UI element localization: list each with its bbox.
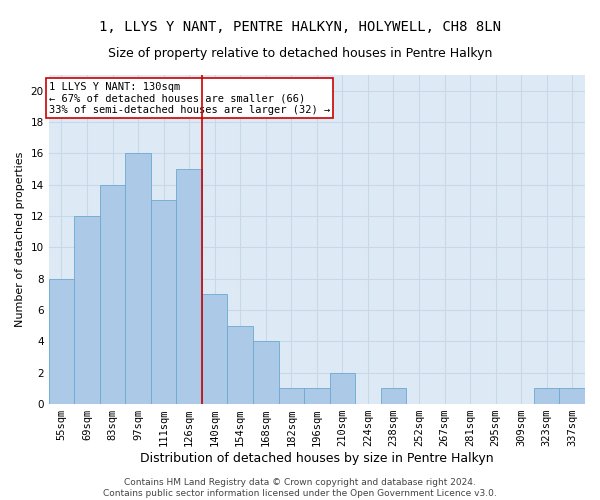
Bar: [151, 200, 176, 404]
Bar: [559, 388, 585, 404]
Bar: [176, 169, 202, 404]
Bar: [49, 278, 74, 404]
X-axis label: Distribution of detached houses by size in Pentre Halkyn: Distribution of detached houses by size …: [140, 452, 494, 465]
Bar: [278, 388, 304, 404]
Bar: [74, 216, 100, 404]
Y-axis label: Number of detached properties: Number of detached properties: [15, 152, 25, 327]
Text: Size of property relative to detached houses in Pentre Halkyn: Size of property relative to detached ho…: [108, 48, 492, 60]
Text: 1, LLYS Y NANT, PENTRE HALKYN, HOLYWELL, CH8 8LN: 1, LLYS Y NANT, PENTRE HALKYN, HOLYWELL,…: [99, 20, 501, 34]
Bar: [329, 372, 355, 404]
Bar: [534, 388, 559, 404]
Bar: [304, 388, 329, 404]
Text: Contains HM Land Registry data © Crown copyright and database right 2024.
Contai: Contains HM Land Registry data © Crown c…: [103, 478, 497, 498]
Bar: [202, 294, 227, 404]
Bar: [125, 154, 151, 404]
Bar: [100, 184, 125, 404]
Bar: [227, 326, 253, 404]
Bar: [380, 388, 406, 404]
Text: 1 LLYS Y NANT: 130sqm
← 67% of detached houses are smaller (66)
33% of semi-deta: 1 LLYS Y NANT: 130sqm ← 67% of detached …: [49, 82, 330, 115]
Bar: [253, 342, 278, 404]
